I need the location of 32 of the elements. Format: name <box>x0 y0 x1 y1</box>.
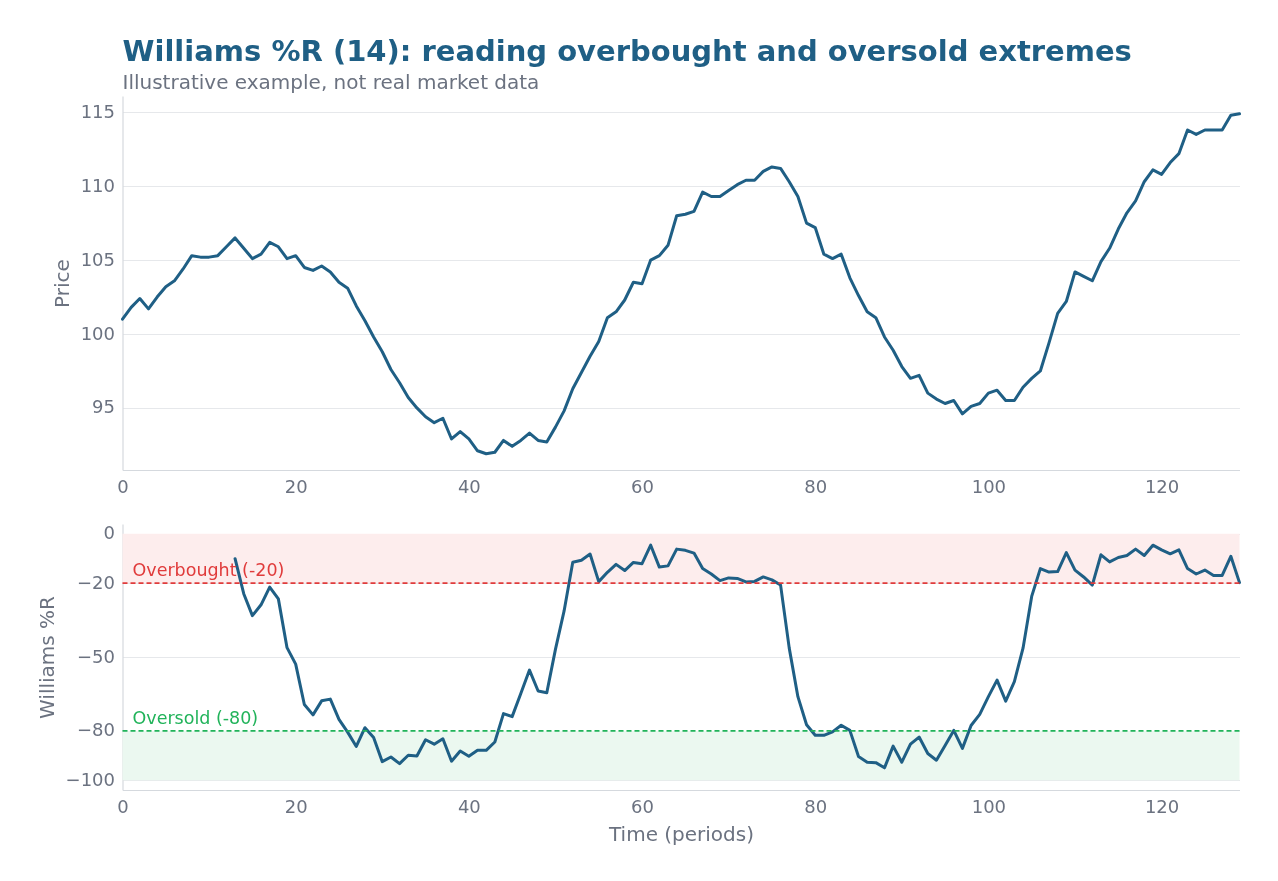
y-tick-label: 115 <box>80 100 115 122</box>
y-tick-label: 100 <box>80 322 115 344</box>
ref-line-label: Oversold (-80) <box>132 707 259 728</box>
x-tick-label: 80 <box>804 475 828 497</box>
x-axis-title: Time (periods) <box>607 821 755 846</box>
x-tick-label: 20 <box>284 475 308 497</box>
ref-line-label: Overbought (-20) <box>132 560 285 581</box>
y-tick-label: −80 <box>77 719 115 741</box>
y-tick-label: 105 <box>80 248 115 270</box>
x-tick-label: 60 <box>631 475 654 497</box>
y-tick-label: 0 <box>103 522 115 544</box>
y-tick-label: −100 <box>65 768 115 790</box>
x-tick-label: 100 <box>971 475 1007 497</box>
x-tick-label: 20 <box>284 795 308 817</box>
x-tick-label: 100 <box>971 795 1007 817</box>
x-tick-label: 120 <box>1144 795 1180 817</box>
x-tick-label: 0 <box>117 795 129 817</box>
y-axis-title: Price <box>49 259 74 308</box>
y-axis-title: Williams %R <box>34 595 59 719</box>
x-tick-label: 120 <box>1144 475 1180 497</box>
x-tick-label: 80 <box>804 795 828 817</box>
x-tick-label: 40 <box>457 795 481 817</box>
y-tick-label: 110 <box>80 174 115 196</box>
chart-title: Williams %R (14): reading overbought and oversold extremes <box>122 34 1132 68</box>
y-tick-label: −50 <box>77 645 115 667</box>
x-tick-label: 40 <box>457 475 481 497</box>
x-tick-label: 60 <box>631 795 654 817</box>
x-tick-label: 0 <box>117 475 129 497</box>
y-tick-label: 95 <box>92 396 115 418</box>
chart-subtitle: Illustrative example, not real market data <box>122 70 540 94</box>
line-series <box>121 112 1241 456</box>
y-tick-label: −20 <box>77 571 115 593</box>
